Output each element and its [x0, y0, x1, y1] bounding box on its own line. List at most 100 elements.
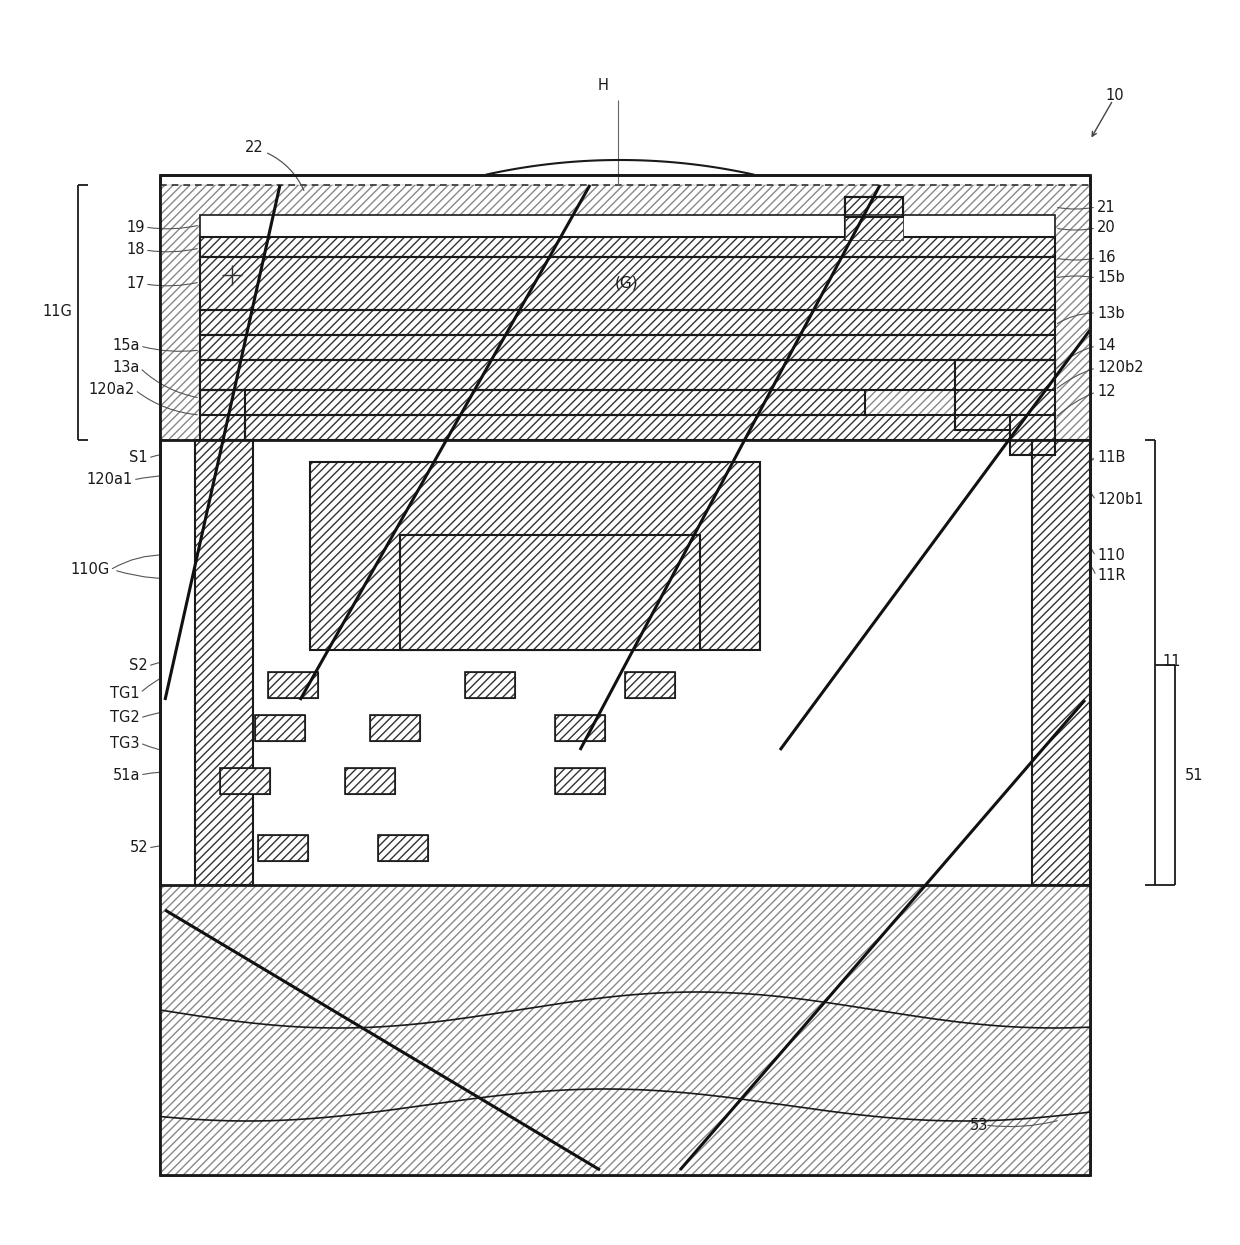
- Bar: [310, 462, 760, 650]
- Bar: [370, 715, 420, 741]
- Bar: [200, 237, 1055, 256]
- Text: TG2: TG2: [110, 711, 140, 726]
- Bar: [219, 768, 270, 794]
- Text: TG1: TG1: [110, 686, 140, 701]
- Bar: [195, 439, 253, 885]
- Bar: [255, 715, 305, 741]
- Bar: [556, 768, 605, 794]
- Bar: [556, 768, 605, 794]
- Bar: [465, 672, 515, 698]
- Text: 120a2: 120a2: [88, 382, 135, 397]
- Text: 18: 18: [126, 243, 145, 258]
- Bar: [160, 176, 1090, 1175]
- Text: 11R: 11R: [1097, 569, 1126, 584]
- Text: 120b2: 120b2: [1097, 361, 1143, 376]
- Text: 13b: 13b: [1097, 305, 1125, 320]
- Bar: [1032, 439, 1090, 885]
- Text: 14: 14: [1097, 339, 1116, 354]
- Text: 110G: 110G: [71, 563, 110, 578]
- Bar: [465, 672, 515, 698]
- Text: 120b1: 120b1: [1097, 493, 1143, 508]
- Bar: [200, 256, 1055, 310]
- Text: 16: 16: [1097, 250, 1116, 265]
- Bar: [844, 197, 900, 237]
- Text: 51: 51: [1185, 767, 1204, 783]
- Bar: [955, 360, 1055, 430]
- Bar: [160, 885, 1090, 1175]
- Text: 17: 17: [126, 276, 145, 291]
- Bar: [625, 672, 675, 698]
- Bar: [378, 835, 428, 862]
- Text: 13a: 13a: [113, 361, 140, 376]
- Bar: [556, 715, 605, 741]
- Bar: [200, 335, 1055, 360]
- Bar: [200, 335, 1055, 360]
- Bar: [258, 835, 308, 862]
- Text: (B): (B): [343, 484, 366, 499]
- Text: S2: S2: [129, 659, 148, 674]
- Bar: [200, 310, 1055, 335]
- Text: 15b: 15b: [1097, 270, 1125, 285]
- Bar: [200, 360, 1055, 390]
- Bar: [246, 415, 1025, 439]
- Bar: [1011, 415, 1055, 454]
- Bar: [844, 215, 903, 240]
- Text: 51a: 51a: [113, 767, 140, 783]
- Bar: [200, 256, 1055, 310]
- Bar: [1011, 415, 1055, 454]
- Bar: [200, 390, 246, 439]
- Bar: [378, 835, 428, 862]
- Bar: [345, 768, 396, 794]
- Bar: [844, 215, 903, 240]
- Text: 10: 10: [1105, 88, 1123, 103]
- Bar: [195, 439, 253, 885]
- Bar: [219, 768, 270, 794]
- Text: 53: 53: [970, 1118, 988, 1133]
- Text: 22: 22: [246, 141, 264, 156]
- Bar: [160, 186, 1090, 439]
- Text: (G): (G): [615, 275, 639, 290]
- Bar: [200, 237, 1055, 256]
- Text: S1: S1: [129, 451, 148, 466]
- Text: 21: 21: [1097, 199, 1116, 214]
- Text: (R): (R): [539, 584, 562, 600]
- Bar: [200, 390, 866, 415]
- Bar: [200, 390, 866, 415]
- Bar: [1032, 439, 1090, 885]
- Bar: [268, 672, 317, 698]
- Bar: [160, 439, 1090, 885]
- Text: 120a1: 120a1: [87, 473, 133, 488]
- Bar: [844, 197, 903, 217]
- Bar: [200, 310, 1055, 335]
- Text: 52: 52: [129, 840, 148, 855]
- Bar: [268, 672, 317, 698]
- Text: 11B: 11B: [1097, 451, 1126, 466]
- Text: TG3: TG3: [110, 736, 140, 751]
- Bar: [401, 535, 701, 650]
- Bar: [370, 715, 420, 741]
- Text: 12: 12: [1097, 385, 1116, 400]
- Text: 11: 11: [1162, 655, 1180, 670]
- Bar: [246, 415, 1025, 439]
- Bar: [200, 215, 1055, 237]
- Text: 11G: 11G: [42, 305, 72, 320]
- Bar: [258, 835, 308, 862]
- Text: 19: 19: [126, 219, 145, 234]
- Bar: [255, 715, 305, 741]
- Text: H: H: [598, 78, 609, 93]
- Bar: [955, 360, 1055, 430]
- Bar: [401, 535, 701, 650]
- Bar: [310, 462, 760, 650]
- Bar: [160, 439, 1090, 885]
- Bar: [200, 237, 1055, 256]
- Text: 110: 110: [1097, 549, 1125, 564]
- Bar: [625, 672, 675, 698]
- Bar: [200, 360, 1055, 390]
- Text: 15a: 15a: [113, 339, 140, 354]
- Bar: [345, 768, 396, 794]
- Bar: [844, 197, 903, 217]
- Bar: [200, 390, 246, 439]
- Bar: [160, 885, 1090, 1175]
- Text: 20: 20: [1097, 220, 1116, 235]
- Bar: [844, 197, 900, 237]
